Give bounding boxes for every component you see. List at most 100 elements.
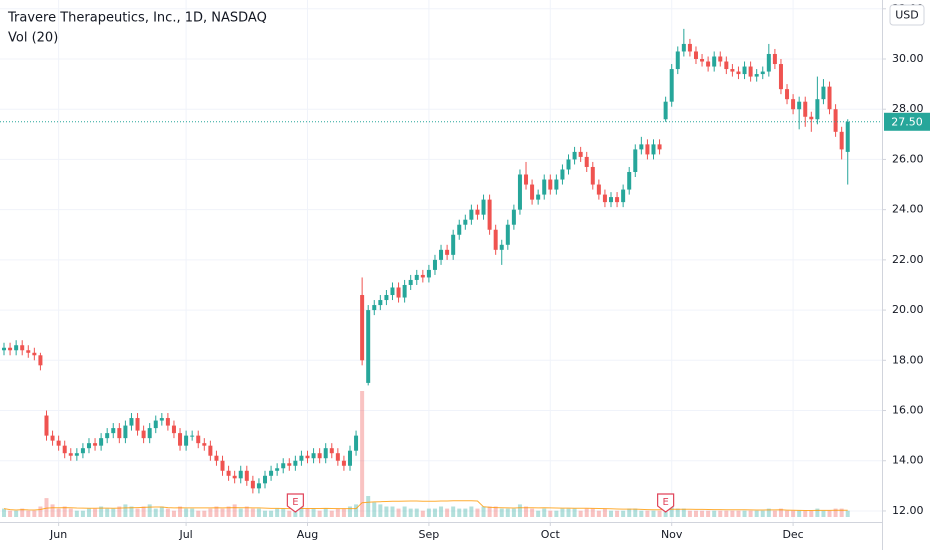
volume-bar bbox=[402, 506, 407, 517]
volume-bar bbox=[457, 508, 462, 517]
volume-bar bbox=[633, 508, 638, 517]
volume-bar bbox=[299, 506, 304, 517]
volume-bar bbox=[202, 510, 207, 517]
candle-body bbox=[457, 224, 462, 235]
candle-body bbox=[123, 425, 128, 439]
candle-body bbox=[693, 51, 698, 60]
volume-bar bbox=[153, 508, 158, 517]
candle-body bbox=[663, 101, 668, 120]
volume-bar bbox=[26, 510, 31, 517]
candle-body bbox=[68, 453, 73, 456]
candle-body bbox=[378, 300, 383, 306]
volume-bar bbox=[190, 508, 195, 517]
volume-bar bbox=[38, 506, 43, 517]
candle-body bbox=[281, 463, 286, 469]
candle-body bbox=[681, 43, 686, 52]
candle-body bbox=[615, 197, 620, 203]
candle-body bbox=[165, 418, 170, 426]
y-tick-label: 14.00 bbox=[892, 454, 924, 467]
candle-body bbox=[554, 179, 559, 190]
volume-bar bbox=[244, 506, 249, 517]
candle-body bbox=[432, 259, 437, 270]
candle-body bbox=[675, 51, 680, 70]
volume-bar bbox=[220, 508, 225, 517]
volume-bar bbox=[700, 510, 705, 517]
volume-bar bbox=[724, 510, 729, 517]
y-tick-label: 24.00 bbox=[892, 203, 924, 216]
candle-body bbox=[111, 428, 116, 434]
candle-body bbox=[791, 99, 796, 110]
candle-body bbox=[299, 455, 304, 461]
candle-body bbox=[505, 224, 510, 245]
candle-body bbox=[754, 74, 759, 77]
candle-body bbox=[190, 435, 195, 437]
candle-body bbox=[778, 64, 783, 90]
volume-bar bbox=[693, 510, 698, 517]
volume-bar bbox=[269, 510, 274, 517]
volume-bar bbox=[681, 508, 686, 517]
candle-body bbox=[141, 430, 146, 439]
volume-bar bbox=[487, 506, 492, 517]
candle-body bbox=[202, 443, 207, 446]
x-tick-label: Aug bbox=[297, 528, 318, 541]
volume-bar bbox=[281, 508, 286, 517]
volume-bar bbox=[815, 508, 820, 517]
volume-bar bbox=[347, 506, 352, 517]
volume-bar bbox=[366, 496, 371, 517]
candle-body bbox=[517, 174, 522, 210]
currency-button[interactable] bbox=[889, 4, 925, 26]
candle-body bbox=[287, 463, 292, 466]
candle-body bbox=[627, 171, 632, 190]
volume-bar bbox=[675, 508, 680, 517]
candle-body bbox=[414, 274, 419, 280]
candle-body bbox=[44, 415, 49, 436]
candle-body bbox=[135, 418, 140, 431]
volume-bar bbox=[505, 508, 510, 517]
volume-bar bbox=[360, 391, 365, 517]
candle-body bbox=[639, 144, 644, 150]
candle-body bbox=[214, 455, 219, 461]
candle-body bbox=[584, 156, 589, 167]
candle-body bbox=[426, 269, 431, 278]
candle-body bbox=[323, 448, 328, 459]
candle-body bbox=[366, 310, 371, 383]
candle-body bbox=[208, 445, 213, 456]
volume-bar bbox=[560, 508, 565, 517]
volume-bar bbox=[615, 510, 620, 517]
candle-body bbox=[499, 244, 504, 250]
currency: USD bbox=[895, 9, 919, 22]
candle-body bbox=[700, 59, 705, 62]
candle-body bbox=[8, 347, 13, 351]
volume-bar bbox=[651, 510, 656, 517]
volume-bar bbox=[463, 508, 468, 517]
volume-bar bbox=[287, 510, 292, 517]
candle-body bbox=[742, 66, 747, 75]
candle-body bbox=[566, 159, 571, 170]
volume-bar bbox=[511, 508, 516, 517]
volume-bar bbox=[609, 510, 613, 517]
volume-bar bbox=[341, 508, 346, 517]
volume-bar bbox=[578, 510, 583, 517]
volume-bar bbox=[165, 508, 170, 517]
volume-bar bbox=[117, 506, 122, 517]
volume-bar bbox=[590, 508, 595, 517]
candle-body bbox=[845, 121, 850, 152]
candle-body bbox=[524, 174, 529, 185]
y-tick-label: 16.00 bbox=[892, 404, 924, 417]
candle-body bbox=[657, 144, 662, 150]
candle-body bbox=[86, 443, 91, 449]
candle-body bbox=[536, 194, 541, 200]
volume-bar bbox=[439, 506, 444, 517]
volume-bar bbox=[378, 504, 383, 517]
volume-bar bbox=[184, 508, 189, 517]
volume-bar bbox=[99, 506, 104, 517]
candle-body bbox=[396, 287, 401, 298]
candle-body bbox=[80, 448, 85, 454]
volume-bar bbox=[754, 510, 759, 517]
candle-body bbox=[147, 428, 152, 439]
candle-body bbox=[772, 53, 777, 65]
earnings-marker bbox=[657, 493, 675, 513]
candle-body bbox=[469, 209, 474, 220]
volume-bar bbox=[372, 502, 377, 517]
candle-body bbox=[724, 61, 729, 70]
